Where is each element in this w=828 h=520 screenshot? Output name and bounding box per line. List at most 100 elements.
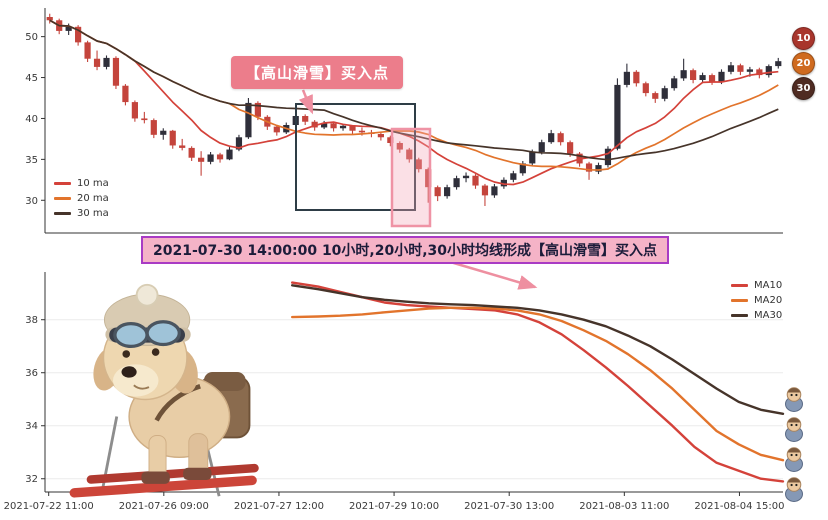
black-highlight-box: [295, 103, 416, 211]
candle-body: [614, 84, 621, 149]
top-chart-legend: 10 ma 20 ma 30 ma: [54, 176, 109, 221]
candle-body: [65, 26, 72, 31]
candle-body: [112, 57, 120, 86]
mascot-icon: [785, 477, 803, 502]
candle-body: [141, 118, 148, 121]
candle-body: [46, 17, 53, 21]
legend-label: MA10: [754, 280, 783, 291]
candle-body: [491, 186, 498, 196]
mascot-stack-svg: [785, 387, 803, 502]
mascot-icon: [785, 387, 803, 412]
candle-body: [727, 65, 735, 72]
candle-body: [585, 163, 593, 172]
candle-body: [311, 121, 318, 128]
legend-label: 10 ma: [77, 178, 109, 189]
candle-body: [273, 126, 280, 133]
candle-body: [302, 116, 309, 122]
candle-body: [567, 142, 574, 154]
y-tick-label: 50: [25, 32, 38, 43]
candle-body: [746, 69, 753, 72]
candle-body: [358, 130, 366, 133]
goggles-icon: [113, 321, 149, 349]
hat-pompom: [135, 283, 159, 307]
candle-body: [179, 145, 186, 148]
candle-body: [321, 123, 328, 128]
ma30-swatch: [54, 212, 71, 215]
y-tick-label: 35: [25, 155, 38, 166]
candle-body: [103, 57, 110, 67]
goggles-icon: [145, 320, 181, 347]
candle-body: [453, 178, 460, 188]
pink-highlight-box: [390, 127, 432, 228]
x-tick-label: 2021-07-29 10:00: [349, 501, 439, 512]
candle-body: [425, 169, 432, 188]
x-tick-label: 2021-07-22 11:00: [4, 501, 94, 512]
dog-mouth: [133, 384, 150, 390]
candle-body: [122, 85, 129, 103]
candle-body: [387, 137, 394, 143]
x-tick-label: 2021-08-03 11:00: [579, 501, 669, 512]
signal-banner: 2021-07-30 14:00:00 10小时,20小时,30小时均线形成【高…: [141, 236, 670, 264]
candle-body: [216, 154, 224, 160]
candle-body: [188, 147, 195, 158]
y-tick-label: 45: [25, 73, 38, 84]
candle-body: [198, 157, 205, 162]
candle-body: [775, 61, 782, 67]
candle-body: [661, 88, 668, 99]
candle-body: [633, 71, 640, 84]
ski-boot-icon: [183, 467, 212, 481]
candle-body: [500, 179, 507, 187]
candle-body: [604, 148, 612, 166]
legend-label: 20 ma: [77, 193, 109, 204]
bottom-ma10-line: [291, 281, 785, 483]
candle-body: [623, 71, 630, 85]
candle-body: [349, 125, 356, 131]
mascot-icon: [785, 417, 803, 442]
candle-body: [75, 26, 82, 43]
ski-icon: [86, 463, 259, 484]
ma30-swatch: [731, 314, 748, 317]
ski-icon: [69, 475, 257, 498]
backpack-strap: [154, 383, 201, 422]
candle-body: [481, 185, 489, 196]
dog-eye: [122, 350, 131, 358]
ma20-swatch: [54, 197, 71, 200]
candle-body: [444, 187, 451, 197]
ma30-badge-icon: 30: [792, 77, 815, 100]
candle-body: [765, 66, 772, 76]
candle-body: [160, 130, 167, 135]
legend-item-ma10: MA10: [731, 278, 782, 293]
legend-label: MA20: [754, 295, 783, 306]
candle-body: [548, 133, 555, 143]
candle-body: [150, 120, 157, 135]
y-tick-label: 34: [25, 421, 38, 432]
ma10-swatch: [731, 284, 748, 287]
candle-body: [737, 65, 744, 72]
legend-item-20ma: 20 ma: [54, 191, 109, 206]
dog-skier-svg: [69, 283, 259, 498]
dog-nose: [121, 366, 137, 378]
candle-body: [519, 163, 526, 174]
candle-body: [718, 71, 725, 82]
ma20-swatch: [731, 299, 748, 302]
y-tick-label: 38: [25, 315, 38, 326]
candle-body: [671, 78, 678, 89]
candle-body: [339, 125, 347, 129]
candle-body: [84, 42, 91, 59]
y-tick-label: 36: [25, 368, 38, 379]
backpack-flap: [203, 371, 246, 391]
ski-boot-icon: [141, 471, 170, 484]
candle-body: [529, 152, 536, 164]
bottom-ma-lines: [291, 281, 785, 483]
x-tick-label: 2021-07-30 13:00: [464, 501, 554, 512]
legend-item-ma30: MA30: [731, 308, 782, 323]
ma10-swatch: [54, 182, 71, 185]
ma20-badge-icon: 20: [792, 52, 815, 75]
candle-body: [756, 69, 763, 76]
candle-body: [377, 134, 384, 138]
candle-body: [245, 102, 252, 138]
candle-body: [434, 187, 441, 197]
x-tick-label: 2021-07-26 09:00: [119, 501, 209, 512]
ma10-badge-icon: 10: [792, 27, 815, 50]
